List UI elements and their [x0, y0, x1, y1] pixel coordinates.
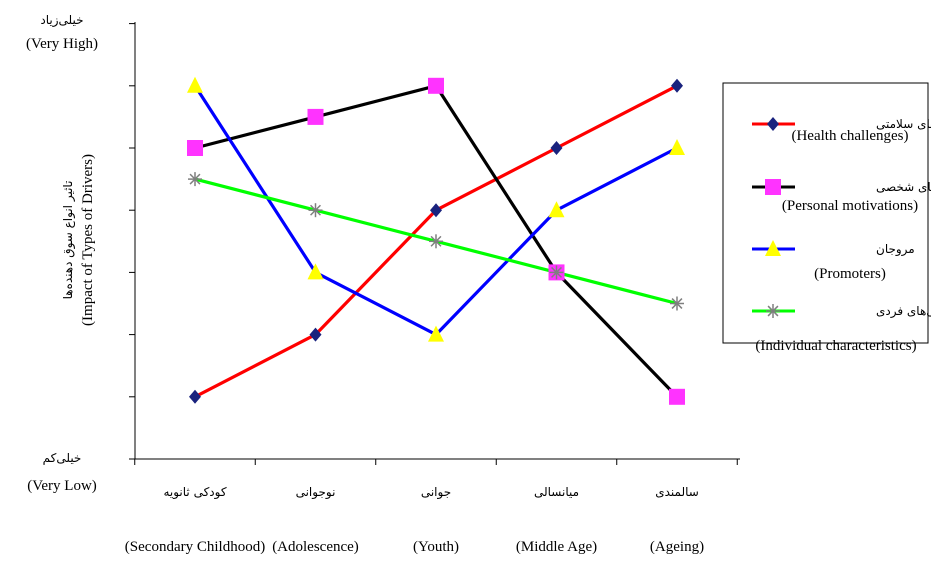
legend-label-fa-2: مروجان — [876, 242, 915, 257]
legend-label-en-3: (Individual characteristics) — [755, 338, 916, 354]
y-axis-title-en: (Impact of Types of Drivers) — [80, 154, 96, 326]
series-3-point — [429, 234, 443, 249]
y-bottom-label-en: (Very Low) — [27, 478, 97, 494]
series-1-point — [187, 140, 203, 156]
series-2-point — [307, 263, 324, 280]
series-1-point — [307, 108, 324, 125]
series-0-point — [550, 141, 563, 155]
y-axis-title-fa: تاثیر انواع سوق دهنده‌ها — [61, 181, 76, 300]
series-3-point — [670, 296, 684, 311]
x-tick-label-en: (Adolescence) — [272, 539, 359, 555]
x-tick-labels: کودکی ثانویه (Secondary Childhood) نوجوانی… — [125, 485, 704, 555]
legend-label-en-2: (Promoters) — [814, 266, 886, 282]
legend-swatch-marker-2 — [765, 240, 781, 256]
series-2-point — [187, 76, 203, 93]
series-markers — [187, 76, 685, 405]
series-0-point — [309, 327, 322, 342]
series-1-point — [428, 77, 444, 94]
series-0-point — [430, 203, 442, 218]
legend: چالش‌های سلامتی(Health challenges) انگیزه… — [722, 82, 931, 354]
legend-swatch-marker-3 — [766, 304, 780, 318]
series-0-point — [189, 389, 201, 404]
legend-label-en-0: (Health challenges) — [791, 128, 908, 144]
legend-label-fa-0: چالش‌های سلامتی — [876, 117, 931, 132]
x-tick-label-en: (Middle Age) — [516, 539, 597, 555]
x-tick-label-en: (Youth) — [413, 539, 459, 555]
axes — [129, 22, 740, 465]
series-3-point — [549, 265, 564, 280]
y-top-label-fa: خیلی‌زیاد — [40, 13, 83, 28]
series-2-point — [669, 139, 685, 155]
y-top-label-en: (Very High) — [26, 36, 98, 52]
x-tick-label-en: (Secondary Childhood) — [125, 539, 265, 555]
series-2-point — [548, 201, 565, 218]
series-1-point — [669, 388, 685, 405]
legend-label-fa-3: ویژگی‌های فردی — [876, 304, 931, 319]
x-tick-label-fa: میانسالی — [534, 485, 579, 499]
series-0-point — [671, 78, 683, 93]
y-bottom-label-fa: خیلی‌کم — [43, 451, 82, 465]
legend-label-en-1: (Personal motivations) — [782, 198, 918, 214]
series-2-point — [428, 325, 444, 342]
x-tick-label-fa: نوجوانی — [296, 485, 336, 500]
legend-label-fa-1: انگیزه‌های شخصی — [876, 180, 931, 195]
x-tick-label-en: (Ageing) — [650, 539, 704, 555]
x-tick-label-fa: سالمندی — [655, 485, 699, 499]
series-3-point — [188, 172, 202, 187]
legend-box — [722, 82, 929, 344]
legend-swatch-marker-0 — [767, 117, 779, 131]
x-tick-label-fa: کودکی ثانویه — [163, 485, 226, 500]
x-tick-label-fa: جوانی — [421, 485, 451, 500]
series-3-point — [308, 203, 323, 218]
legend-swatch-marker-1 — [765, 179, 781, 195]
